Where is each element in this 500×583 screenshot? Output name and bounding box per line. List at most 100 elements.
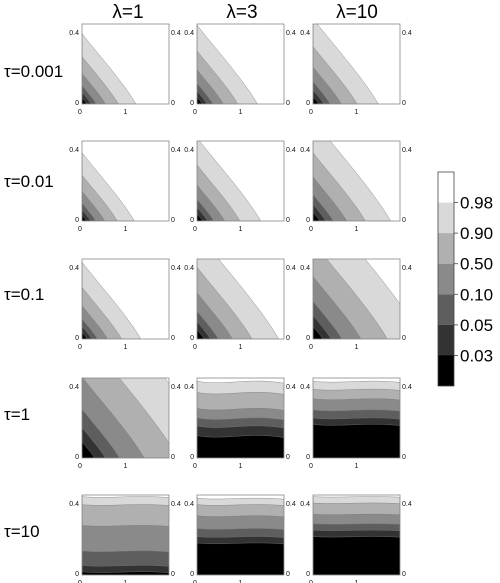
row-label-tau-0.001: τ=0.001	[4, 62, 63, 81]
y-tick-label: 0.4	[171, 384, 181, 391]
colorbar-level-label: 0.03	[460, 346, 493, 365]
y-tick-label: 0	[306, 217, 310, 224]
y-tick-label: 0.4	[184, 265, 194, 272]
panel-frame	[312, 258, 401, 340]
y-tick-label: 0	[190, 571, 194, 578]
y-tick-label: 0.4	[171, 30, 181, 37]
colorbar-swatch	[438, 233, 454, 264]
contour-panel-r3-c0: 0.4 0.4 0 0 0 1	[69, 377, 181, 470]
x-tick-label: 0	[309, 344, 313, 351]
contour-fill-level-6	[313, 211, 320, 221]
contour-panel-r4-c1: 0.4 0.4 0 0 0 1	[184, 494, 296, 583]
y-tick-label: 0.4	[300, 265, 310, 272]
y-tick-label: 0.4	[171, 147, 181, 154]
contour-panel-r0-c2: 0.4 0.4 0 0 0 1	[300, 23, 412, 116]
contour-fill-level-6	[82, 214, 87, 221]
y-tick-label: 0	[190, 454, 194, 461]
y-tick-label: 0	[190, 217, 194, 224]
contour-panel-r2-c2: 0.4 0.4 0 0 0 1	[300, 258, 412, 351]
panel-frame	[196, 258, 285, 340]
y-tick-label: 0	[190, 335, 194, 342]
x-tick-label: 0	[193, 109, 197, 116]
y-tick-label: 0.4	[402, 30, 412, 37]
panel-frame	[312, 23, 401, 105]
colorbar-level-label: 0.90	[460, 224, 493, 243]
x-tick-label: 1	[239, 226, 243, 233]
y-tick-label: 0.4	[69, 384, 79, 391]
x-tick-label: 1	[124, 463, 128, 470]
contour-panel-r2-c1: 0.4 0.4 0 0 0 1	[184, 258, 296, 351]
y-tick-label: 0	[286, 100, 290, 107]
x-tick-label: 1	[124, 109, 128, 116]
x-tick-label: 0	[309, 226, 313, 233]
y-tick-label: 0	[75, 571, 79, 578]
contour-panel-r1-c2: 0.4 0.4 0 0 0 1	[300, 140, 412, 233]
x-tick-label: 1	[239, 344, 243, 351]
x-tick-label: 1	[239, 109, 243, 116]
y-tick-label: 0.4	[184, 147, 194, 154]
y-tick-label: 0.4	[184, 501, 194, 508]
y-tick-label: 0.4	[69, 265, 79, 272]
y-tick-label: 0.4	[286, 265, 296, 272]
y-tick-label: 0.4	[402, 265, 412, 272]
colorbar-level-label: 0.10	[460, 285, 493, 304]
colorbar-swatch	[438, 324, 454, 356]
y-tick-label: 0	[75, 335, 79, 342]
y-tick-label: 0	[402, 571, 406, 578]
y-tick-label: 0.4	[171, 501, 181, 508]
x-tick-label: 1	[124, 226, 128, 233]
contour-panel-r2-c0: 0.4 0.4 0 0 0 1	[69, 258, 181, 351]
y-tick-label: 0.4	[286, 147, 296, 154]
contour-panel-r3-c2: 0.4 0.4 0 0 0 1	[300, 377, 412, 470]
panel-frame	[312, 494, 401, 576]
y-tick-label: 0	[75, 100, 79, 107]
y-tick-label: 0.4	[402, 147, 412, 154]
y-tick-label: 0	[306, 571, 310, 578]
panel-frame	[81, 140, 170, 222]
contour-fill-level-6	[313, 326, 323, 339]
y-tick-label: 0.4	[184, 384, 194, 391]
column-headers: λ=1 λ=3 λ=10	[112, 2, 377, 23]
colorbar-legend: 0.98 0.90 0.50 0.10 0.05 0.03	[437, 171, 493, 387]
y-tick-label: 0	[402, 454, 406, 461]
colorbar-frame	[437, 171, 455, 387]
column-header-lambda-1: λ=1	[112, 2, 143, 23]
colorbar-level-label: 0.50	[460, 255, 493, 274]
panel-frame	[196, 23, 285, 105]
contour-fill-level-6	[197, 435, 284, 458]
y-tick-label: 0	[286, 454, 290, 461]
colorbar-swatch	[438, 263, 454, 295]
x-tick-label: 1	[355, 344, 359, 351]
contour-fill-level-6	[197, 213, 203, 221]
x-tick-label: 0	[193, 463, 197, 470]
y-tick-label: 0.4	[171, 265, 181, 272]
x-tick-label: 1	[355, 580, 359, 583]
y-tick-label: 0.4	[286, 501, 296, 508]
x-tick-label: 0	[193, 344, 197, 351]
contour-panel-r0-c0: 0.4 0.4 0 0 0 1	[69, 23, 181, 116]
contour-fill-level-6	[197, 96, 203, 104]
column-header-lambda-3: λ=3	[226, 2, 257, 23]
y-tick-label: 0.4	[69, 30, 79, 37]
y-tick-label: 0	[171, 335, 175, 342]
colorbar-level-label: 0.98	[460, 194, 493, 213]
contour-fill-level-6	[82, 97, 87, 104]
x-tick-label: 1	[239, 580, 243, 583]
row-labels: τ=0.001 τ=0.01 τ=0.1 τ=1 τ=10	[4, 62, 63, 541]
contour-fill-level-6	[313, 536, 400, 575]
x-tick-label: 1	[124, 344, 128, 351]
y-tick-label: 0	[190, 100, 194, 107]
panel-frame	[81, 377, 170, 459]
panel-frame	[81, 23, 170, 105]
x-tick-label: 0	[309, 580, 313, 583]
y-tick-label: 0.4	[286, 30, 296, 37]
y-tick-label: 0	[306, 100, 310, 107]
contour-panel-r1-c1: 0.4 0.4 0 0 0 1	[184, 140, 296, 233]
y-tick-label: 0	[171, 454, 175, 461]
contour-panel-r3-c1: 0.4 0.4 0 0 0 1	[184, 377, 296, 470]
panel-frame	[312, 377, 401, 459]
y-tick-label: 0	[75, 454, 79, 461]
y-tick-label: 0.4	[300, 147, 310, 154]
y-tick-label: 0.4	[402, 384, 412, 391]
